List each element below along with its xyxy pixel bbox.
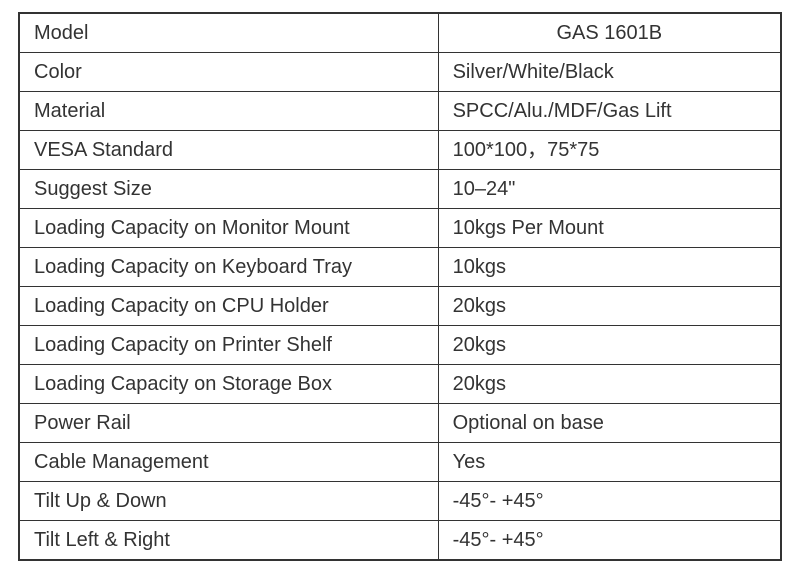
cell-label: VESA Standard bbox=[19, 131, 438, 170]
cell-label: Material bbox=[19, 92, 438, 131]
cell-value: -45°- +45° bbox=[438, 521, 781, 561]
table-row: Color Silver/White/Black bbox=[19, 53, 781, 92]
cell-label: Model bbox=[19, 13, 438, 53]
spec-table: Model GAS 1601B Color Silver/White/Black… bbox=[18, 12, 782, 561]
cell-label: Loading Capacity on Monitor Mount bbox=[19, 209, 438, 248]
table-row: Tilt Up & Down -45°- +45° bbox=[19, 482, 781, 521]
cell-value: Optional on base bbox=[438, 404, 781, 443]
cell-label: Tilt Left & Right bbox=[19, 521, 438, 561]
table-row: Cable Management Yes bbox=[19, 443, 781, 482]
cell-value: 100*100，75*75 bbox=[438, 131, 781, 170]
cell-value: -45°- +45° bbox=[438, 482, 781, 521]
cell-value: 20kgs bbox=[438, 287, 781, 326]
cell-label: Power Rail bbox=[19, 404, 438, 443]
cell-label: Loading Capacity on CPU Holder bbox=[19, 287, 438, 326]
table-row: VESA Standard 100*100，75*75 bbox=[19, 131, 781, 170]
cell-label: Tilt Up & Down bbox=[19, 482, 438, 521]
table-row: Loading Capacity on Keyboard Tray 10kgs bbox=[19, 248, 781, 287]
table-row: Model GAS 1601B bbox=[19, 13, 781, 53]
cell-label: Loading Capacity on Storage Box bbox=[19, 365, 438, 404]
cell-value: 20kgs bbox=[438, 365, 781, 404]
cell-label: Color bbox=[19, 53, 438, 92]
table-row: Loading Capacity on CPU Holder 20kgs bbox=[19, 287, 781, 326]
table-row: Tilt Left & Right -45°- +45° bbox=[19, 521, 781, 561]
cell-value: SPCC/Alu./MDF/Gas Lift bbox=[438, 92, 781, 131]
cell-value: 10–24" bbox=[438, 170, 781, 209]
cell-value: 20kgs bbox=[438, 326, 781, 365]
table-row: Suggest Size 10–24" bbox=[19, 170, 781, 209]
table-row: Power Rail Optional on base bbox=[19, 404, 781, 443]
cell-value: Silver/White/Black bbox=[438, 53, 781, 92]
table-row: Loading Capacity on Printer Shelf 20kgs bbox=[19, 326, 781, 365]
table-row: Loading Capacity on Storage Box 20kgs bbox=[19, 365, 781, 404]
cell-value: Yes bbox=[438, 443, 781, 482]
cell-label: Cable Management bbox=[19, 443, 438, 482]
cell-value: GAS 1601B bbox=[438, 13, 781, 53]
cell-label: Loading Capacity on Keyboard Tray bbox=[19, 248, 438, 287]
page-container: Model GAS 1601B Color Silver/White/Black… bbox=[0, 0, 800, 553]
table-row: Loading Capacity on Monitor Mount 10kgs … bbox=[19, 209, 781, 248]
cell-label: Loading Capacity on Printer Shelf bbox=[19, 326, 438, 365]
cell-value: 10kgs Per Mount bbox=[438, 209, 781, 248]
cell-label: Suggest Size bbox=[19, 170, 438, 209]
cell-value: 10kgs bbox=[438, 248, 781, 287]
table-row: Material SPCC/Alu./MDF/Gas Lift bbox=[19, 92, 781, 131]
